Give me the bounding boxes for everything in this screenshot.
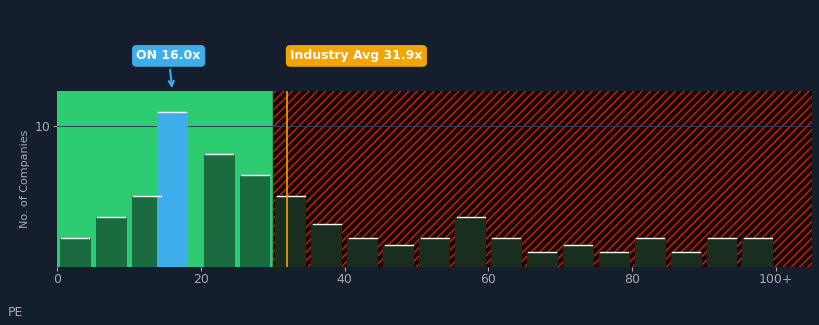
Bar — [455, 217, 486, 266]
Bar — [527, 253, 557, 266]
Text: ON 16.0x: ON 16.0x — [136, 49, 201, 86]
Bar — [311, 224, 342, 266]
Text: Industry Avg 31.9x: Industry Avg 31.9x — [290, 49, 422, 62]
Bar — [203, 154, 234, 266]
Bar — [634, 239, 665, 266]
Bar — [156, 112, 188, 266]
Bar — [275, 196, 306, 266]
Bar — [741, 239, 772, 266]
Bar — [419, 239, 450, 266]
Bar — [60, 239, 91, 266]
Bar — [96, 217, 127, 266]
Bar — [491, 239, 521, 266]
Bar — [132, 196, 162, 266]
Text: PE: PE — [8, 306, 24, 318]
Bar — [273, 91, 811, 266]
Bar — [239, 175, 270, 266]
Bar — [562, 245, 593, 266]
Bar — [382, 245, 414, 266]
Bar — [57, 91, 273, 266]
Bar — [670, 253, 701, 266]
Y-axis label: No. of Companies: No. of Companies — [20, 130, 30, 228]
Bar — [598, 253, 629, 266]
Bar — [706, 239, 736, 266]
Bar — [347, 239, 378, 266]
